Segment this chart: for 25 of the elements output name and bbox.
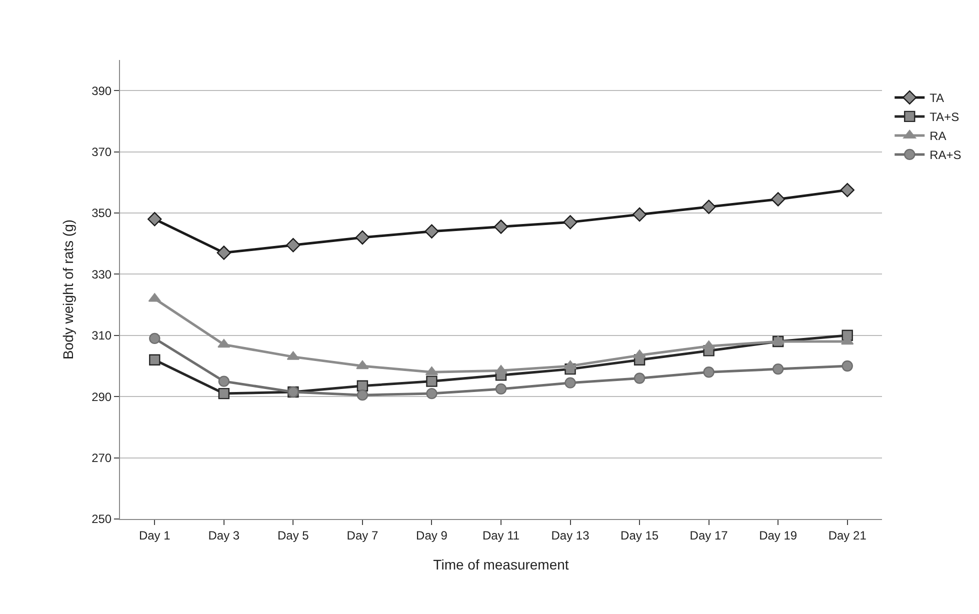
y-tick-label: 310 — [92, 328, 112, 343]
x-tick-label: Day 21 — [828, 528, 867, 542]
legend-label: TA — [930, 91, 944, 106]
x-tick-label: Day 7 — [346, 528, 378, 542]
legend-label: RA — [930, 129, 946, 144]
y-tick-label: 290 — [92, 390, 112, 404]
x-tick-label: Day 9 — [416, 528, 448, 542]
x-tick-label: Day 13 — [551, 528, 590, 542]
x-tick-label: Day 1 — [138, 528, 171, 542]
x-axis-title: Time of measurement — [433, 556, 569, 573]
y-tick-label: 250 — [92, 512, 112, 526]
y-tick-label: 330 — [92, 267, 112, 282]
x-tick-label: Day 15 — [620, 528, 659, 542]
y-tick-label: 270 — [92, 451, 112, 465]
y-tick-label: 350 — [92, 206, 112, 220]
x-tick-label: Day 17 — [690, 528, 728, 542]
x-tick-label: Day 5 — [278, 528, 310, 542]
x-tick-label: Day 19 — [759, 528, 798, 542]
y-tick-label: 370 — [92, 145, 112, 159]
x-tick-label: Day 3 — [208, 528, 240, 542]
y-tick-label: 390 — [92, 84, 112, 98]
x-tick-label: Day 11 — [482, 528, 520, 542]
legend-label: RA+S — [930, 148, 962, 162]
legend-label: TA+S — [930, 110, 960, 124]
y-axis-title: Body weight of rats (g) — [60, 219, 76, 360]
